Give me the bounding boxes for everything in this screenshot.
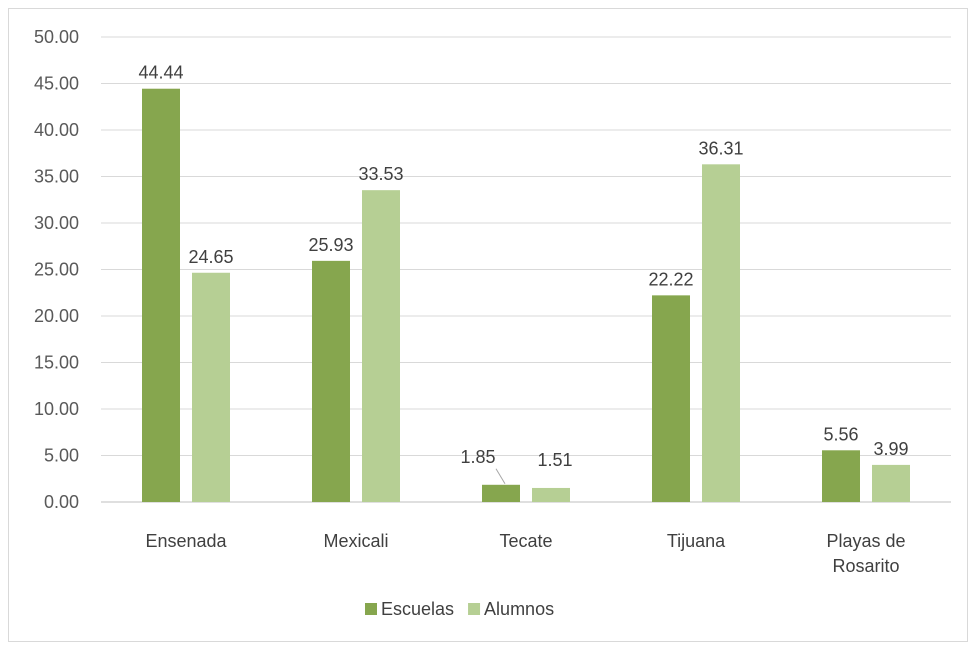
- data-label-alumnos: 33.53: [358, 164, 403, 184]
- bar-alumnos: [362, 190, 400, 502]
- bar-alumnos: [872, 464, 910, 502]
- y-tick-label: 5.00: [44, 446, 79, 466]
- category-label: Playas de: [826, 531, 905, 551]
- legend-label-alumnos: Alumnos: [484, 599, 554, 619]
- category-label: Mexicali: [323, 531, 388, 551]
- bar-chart: 0.00 5.00 10.00 15.00 20.00 25.00 30.00 35.00 40…: [34, 27, 951, 619]
- bar-escuelas: [652, 295, 690, 502]
- y-tick-label: 40.00: [34, 120, 79, 140]
- y-tick-label: 10.00: [34, 399, 79, 419]
- bar-alumnos: [702, 164, 740, 502]
- y-tick-label: 30.00: [34, 213, 79, 233]
- bar-escuelas: [312, 260, 350, 502]
- bar-escuelas: [822, 450, 860, 502]
- data-label-alumnos: 3.99: [873, 439, 908, 459]
- data-label-alumnos: 24.65: [188, 247, 233, 267]
- y-tick-label: 45.00: [34, 74, 79, 94]
- data-label-escuelas: 5.56: [823, 424, 858, 444]
- category-label: Tijuana: [667, 531, 726, 551]
- chart-frame: 0.00 5.00 10.00 15.00 20.00 25.00 30.00 35.00 40…: [8, 8, 968, 642]
- y-tick-label: 25.00: [34, 260, 79, 280]
- legend-swatch-escuelas: [365, 603, 377, 615]
- x-axis-categories: Ensenada Mexicali Tecate Tijuana Playas de Ro…: [145, 531, 905, 576]
- label-leader-line: [495, 468, 506, 485]
- data-label-escuelas: 25.93: [308, 235, 353, 255]
- y-tick-label: 15.00: [34, 353, 79, 373]
- bar-escuelas: [142, 88, 180, 502]
- legend: Escuelas Alumnos: [365, 599, 554, 619]
- bar-alumnos: [532, 487, 570, 502]
- y-axis-ticks: 0.00 5.00 10.00 15.00 20.00 25.00 30.00 35.00 40…: [34, 27, 79, 512]
- category-label: Tecate: [499, 531, 552, 551]
- data-label-alumnos: 36.31: [698, 138, 743, 158]
- bars: [142, 88, 910, 502]
- data-label-alumnos: 1.51: [537, 450, 572, 470]
- bar-alumnos: [192, 272, 230, 502]
- bar-escuelas: [482, 484, 520, 502]
- category-label: Ensenada: [145, 531, 227, 551]
- data-label-escuelas: 44.44: [138, 63, 183, 83]
- y-tick-label: 50.00: [34, 27, 79, 47]
- y-tick-label: 35.00: [34, 167, 79, 187]
- legend-swatch-alumnos: [468, 603, 481, 615]
- legend-label-escuelas: Escuelas: [381, 599, 454, 619]
- data-labels: 44.44 24.65 25.93 33.53 1.85 1.51 22.22 36.31 5.…: [138, 63, 909, 485]
- gridlines: [101, 36, 951, 503]
- data-label-escuelas: 1.85: [460, 447, 495, 467]
- y-tick-label: 20.00: [34, 306, 79, 326]
- data-label-escuelas: 22.22: [648, 269, 693, 289]
- category-label: Rosarito: [832, 556, 899, 576]
- y-tick-label: 0.00: [44, 492, 79, 512]
